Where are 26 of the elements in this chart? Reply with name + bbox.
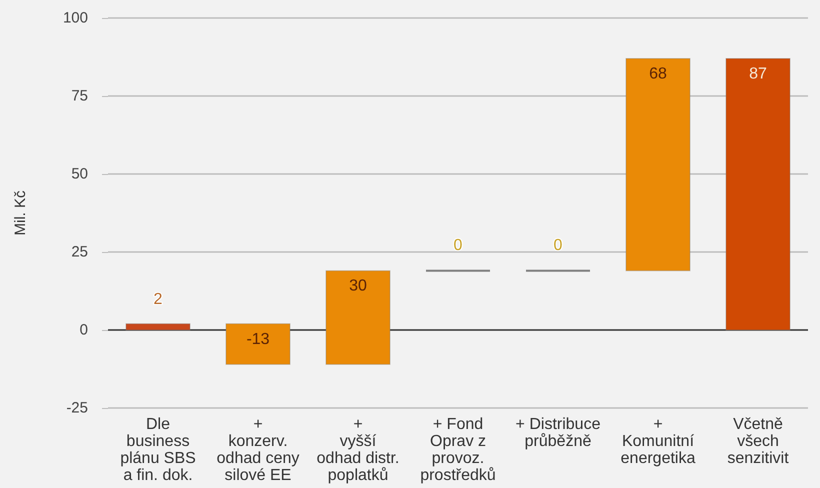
data-label: 30 bbox=[349, 278, 367, 295]
bar bbox=[726, 58, 790, 330]
y-tick-label: 0 bbox=[80, 322, 88, 338]
data-label: 0 bbox=[454, 237, 463, 254]
bar bbox=[226, 323, 290, 365]
data-label: 68 bbox=[649, 66, 667, 83]
bar bbox=[326, 270, 390, 365]
x-tick-label: + konzerv. odhad ceny silové EE bbox=[216, 416, 300, 484]
x-tick-label: + Distribuce průběžně bbox=[516, 416, 601, 450]
data-label: 0 bbox=[554, 237, 563, 254]
x-tick-label: + vyšší odhad distr. poplatků bbox=[316, 416, 400, 484]
y-axis-title: Mil. Kč bbox=[12, 190, 29, 236]
x-tick-label: Včetně všech senzitivit bbox=[727, 416, 790, 467]
y-tick-label: 75 bbox=[71, 88, 88, 104]
x-tick-label: Dle business plánu SBS a fin. dok. bbox=[120, 416, 196, 484]
bar bbox=[626, 58, 690, 272]
x-tick-label: + Komunitní energetika bbox=[620, 416, 696, 467]
data-label: 2 bbox=[154, 290, 163, 308]
x-tick-label: + Fond Oprav z provoz. prostředků bbox=[420, 416, 496, 484]
data-label: -13 bbox=[246, 330, 270, 348]
y-tick-label: 100 bbox=[62, 10, 88, 26]
y-tick-label: -25 bbox=[66, 400, 88, 416]
y-tick-label: 50 bbox=[71, 166, 88, 182]
y-tick-label: 25 bbox=[71, 244, 88, 260]
bar bbox=[126, 323, 190, 330]
data-label: 87 bbox=[749, 66, 767, 83]
